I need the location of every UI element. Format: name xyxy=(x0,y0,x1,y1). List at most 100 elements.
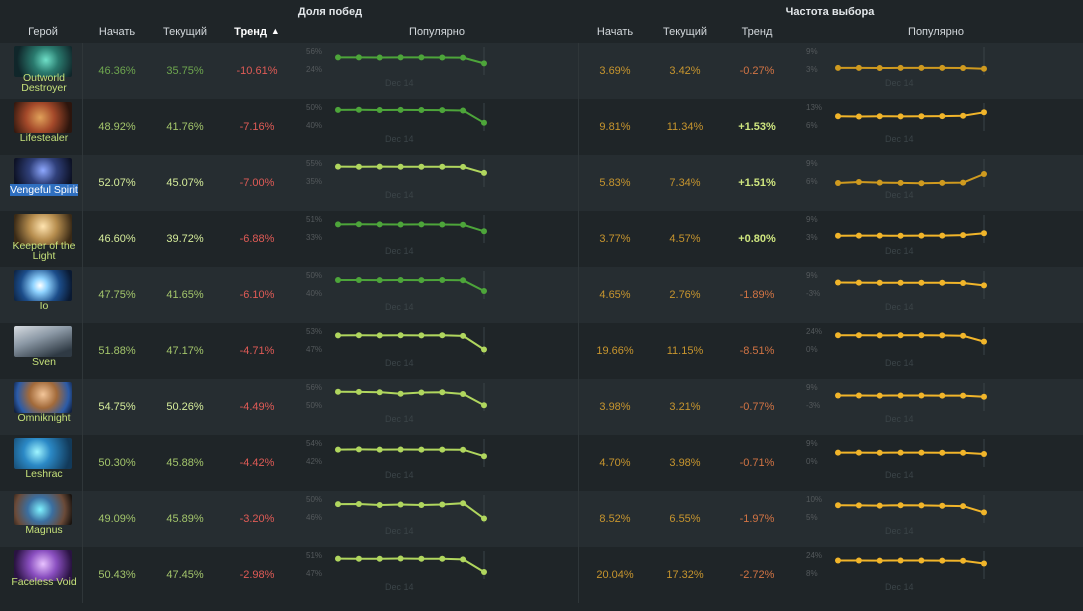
table-row[interactable]: Omniknight 54.75% 50.26% -4.49% 56% 50% De… xyxy=(0,379,1083,435)
win-sparkline[interactable]: 50% 40% Dec 14 xyxy=(300,99,500,155)
hero-portrait-icon[interactable] xyxy=(14,46,72,77)
hero-portrait-icon[interactable] xyxy=(14,382,72,413)
column-header-pick-trend[interactable]: Тренд xyxy=(741,26,773,38)
pick-sparkline[interactable]: 9% 3% Dec 14 xyxy=(800,43,1000,99)
pick-trend-value: -0.77% xyxy=(739,401,775,413)
hero-name[interactable]: Lifestealer xyxy=(19,132,69,144)
hero-name[interactable]: Outworld Destroyer xyxy=(21,72,67,94)
sparkline-point xyxy=(439,389,446,396)
hero-cell[interactable]: Omniknight xyxy=(2,379,82,435)
hero-name[interactable]: Sven xyxy=(32,356,56,368)
sparkline-series-line xyxy=(837,504,985,514)
sparkline-point xyxy=(897,232,904,239)
win-current-value: 45.07% xyxy=(166,177,204,189)
hero-cell[interactable]: Magnus xyxy=(2,491,82,547)
sparkline-point xyxy=(876,279,883,286)
sparkline-point xyxy=(897,502,904,509)
hero-name[interactable]: Omniknight xyxy=(17,412,71,424)
sparkline-point xyxy=(981,65,987,72)
win-sparkline[interactable]: 51% 47% Dec 14 xyxy=(300,547,500,603)
pick-sparkline[interactable]: 9% 6% Dec 14 xyxy=(800,155,1000,211)
column-header-win-trend[interactable]: Тренд ▲ xyxy=(222,26,292,40)
sparkline-xtick: Dec 14 xyxy=(385,302,414,312)
hero-name[interactable]: Vengeful Spirit xyxy=(10,184,78,196)
column-header-pick-start[interactable]: Начать xyxy=(596,26,634,38)
sparkline-point xyxy=(376,555,383,562)
column-header-win-current[interactable]: Текущий xyxy=(163,26,207,38)
sparkline-point xyxy=(855,502,862,509)
win-sparkline[interactable]: 55% 35% Dec 14 xyxy=(300,155,500,211)
win-sparkline[interactable]: 51% 33% Dec 14 xyxy=(300,211,500,267)
table-row[interactable]: Vengeful Spirit 52.07% 45.07% -7.00% 55%… xyxy=(0,155,1083,211)
hero-cell[interactable]: Outworld Destroyer xyxy=(2,43,82,99)
pick-sparkline[interactable]: 9% 0% Dec 14 xyxy=(800,435,1000,491)
table-row[interactable]: Outworld Destroyer 46.36% 35.75% -10.61%… xyxy=(0,43,1083,99)
hero-portrait-icon[interactable] xyxy=(14,494,72,525)
win-sparkline[interactable]: 50% 46% Dec 14 xyxy=(300,491,500,547)
sparkline-point xyxy=(835,502,841,509)
pick-sparkline[interactable]: 13% 6% Dec 14 xyxy=(800,99,1000,155)
hero-name[interactable]: Magnus xyxy=(25,524,63,536)
hero-cell[interactable]: Io xyxy=(2,267,82,323)
hero-cell[interactable]: Faceless Void xyxy=(2,547,82,603)
sparkline-point xyxy=(918,332,925,339)
hero-portrait-icon[interactable] xyxy=(14,158,72,189)
hero-portrait-icon[interactable] xyxy=(14,270,72,301)
column-header-win-start[interactable]: Начать xyxy=(98,26,136,38)
pick-sparkline[interactable]: 24% 0% Dec 14 xyxy=(800,323,1000,379)
column-header-pick-popular[interactable]: Популярно xyxy=(908,26,964,38)
pick-current-value: 11.34% xyxy=(666,121,704,133)
hero-portrait-icon[interactable] xyxy=(14,102,72,133)
win-sparkline[interactable]: 50% 40% Dec 14 xyxy=(300,267,500,323)
hero-name[interactable]: Io xyxy=(39,300,49,312)
pick-sparkline[interactable]: 9% -3% Dec 14 xyxy=(800,379,1000,435)
win-sparkline[interactable]: 56% 50% Dec 14 xyxy=(300,379,500,435)
hero-cell[interactable]: Lifestealer xyxy=(2,99,82,155)
table-row[interactable]: Faceless Void 50.43% 47.45% -2.98% 51% 47… xyxy=(0,547,1083,603)
hero-portrait-icon[interactable] xyxy=(14,550,72,581)
hero-cell[interactable]: Leshrac xyxy=(2,435,82,491)
sparkline-ytick-min: 40% xyxy=(306,289,322,298)
win-start-value: 54.75% xyxy=(98,401,136,413)
pick-sparkline[interactable]: 9% -3% Dec 14 xyxy=(800,267,1000,323)
column-header-hero[interactable]: Герой xyxy=(28,26,58,38)
sparkline-ytick-min: 3% xyxy=(806,65,818,74)
pickrate-group-title: Частота выбора xyxy=(785,6,875,18)
sparkline-point xyxy=(960,112,967,119)
hero-cell[interactable]: Keeper of the Light xyxy=(2,211,82,267)
sparkline-point xyxy=(481,169,487,176)
hero-cell[interactable]: Vengeful Spirit xyxy=(2,155,82,211)
win-sparkline[interactable]: 56% 24% Dec 14 xyxy=(300,43,500,99)
sparkline-point xyxy=(939,179,946,186)
table-row[interactable]: Keeper of the Light 46.60% 39.72% -6.88%… xyxy=(0,211,1083,267)
win-sparkline[interactable]: 53% 47% Dec 14 xyxy=(300,323,500,379)
sparkline-point xyxy=(897,557,904,564)
sparkline-point xyxy=(439,446,446,453)
pick-trend-value: -2.72% xyxy=(739,569,775,581)
pick-sparkline[interactable]: 10% 5% Dec 14 xyxy=(800,491,1000,547)
sparkline-point xyxy=(939,64,946,71)
pick-sparkline[interactable]: 9% 3% Dec 14 xyxy=(800,211,1000,267)
column-header-pick-current[interactable]: Текущий xyxy=(663,26,707,38)
hero-name[interactable]: Keeper of the Light xyxy=(12,240,76,262)
pick-sparkline[interactable]: 24% 8% Dec 14 xyxy=(800,547,1000,603)
table-row[interactable]: Lifestealer 48.92% 41.76% -7.16% 50% 40% D… xyxy=(0,99,1083,155)
sparkline-point xyxy=(481,515,487,522)
sparkline-point xyxy=(460,332,467,339)
hero-portrait-icon[interactable] xyxy=(14,438,72,469)
hero-portrait-icon[interactable] xyxy=(14,326,72,357)
win-start-value: 48.92% xyxy=(98,121,136,133)
hero-name[interactable]: Faceless Void xyxy=(11,576,77,588)
sparkline-point xyxy=(355,501,362,507)
table-row[interactable]: Io 47.75% 41.65% -6.10% 50% 40% Dec 14 4.6… xyxy=(0,267,1083,323)
hero-portrait-icon[interactable] xyxy=(14,214,72,245)
sparkline-point xyxy=(481,119,487,126)
hero-name[interactable]: Leshrac xyxy=(25,468,63,480)
win-sparkline[interactable]: 54% 42% Dec 14 xyxy=(300,435,500,491)
table-row[interactable]: Magnus 49.09% 45.89% -3.20% 50% 46% Dec 14… xyxy=(0,491,1083,547)
table-row[interactable]: Sven 51.88% 47.17% -4.71% 53% 47% Dec 14 1… xyxy=(0,323,1083,379)
table-row[interactable]: Leshrac 50.30% 45.88% -4.42% 54% 42% Dec 1… xyxy=(0,435,1083,491)
sparkline-point xyxy=(335,501,341,508)
hero-cell[interactable]: Sven xyxy=(2,323,82,379)
column-header-win-popular[interactable]: Популярно xyxy=(409,26,465,38)
